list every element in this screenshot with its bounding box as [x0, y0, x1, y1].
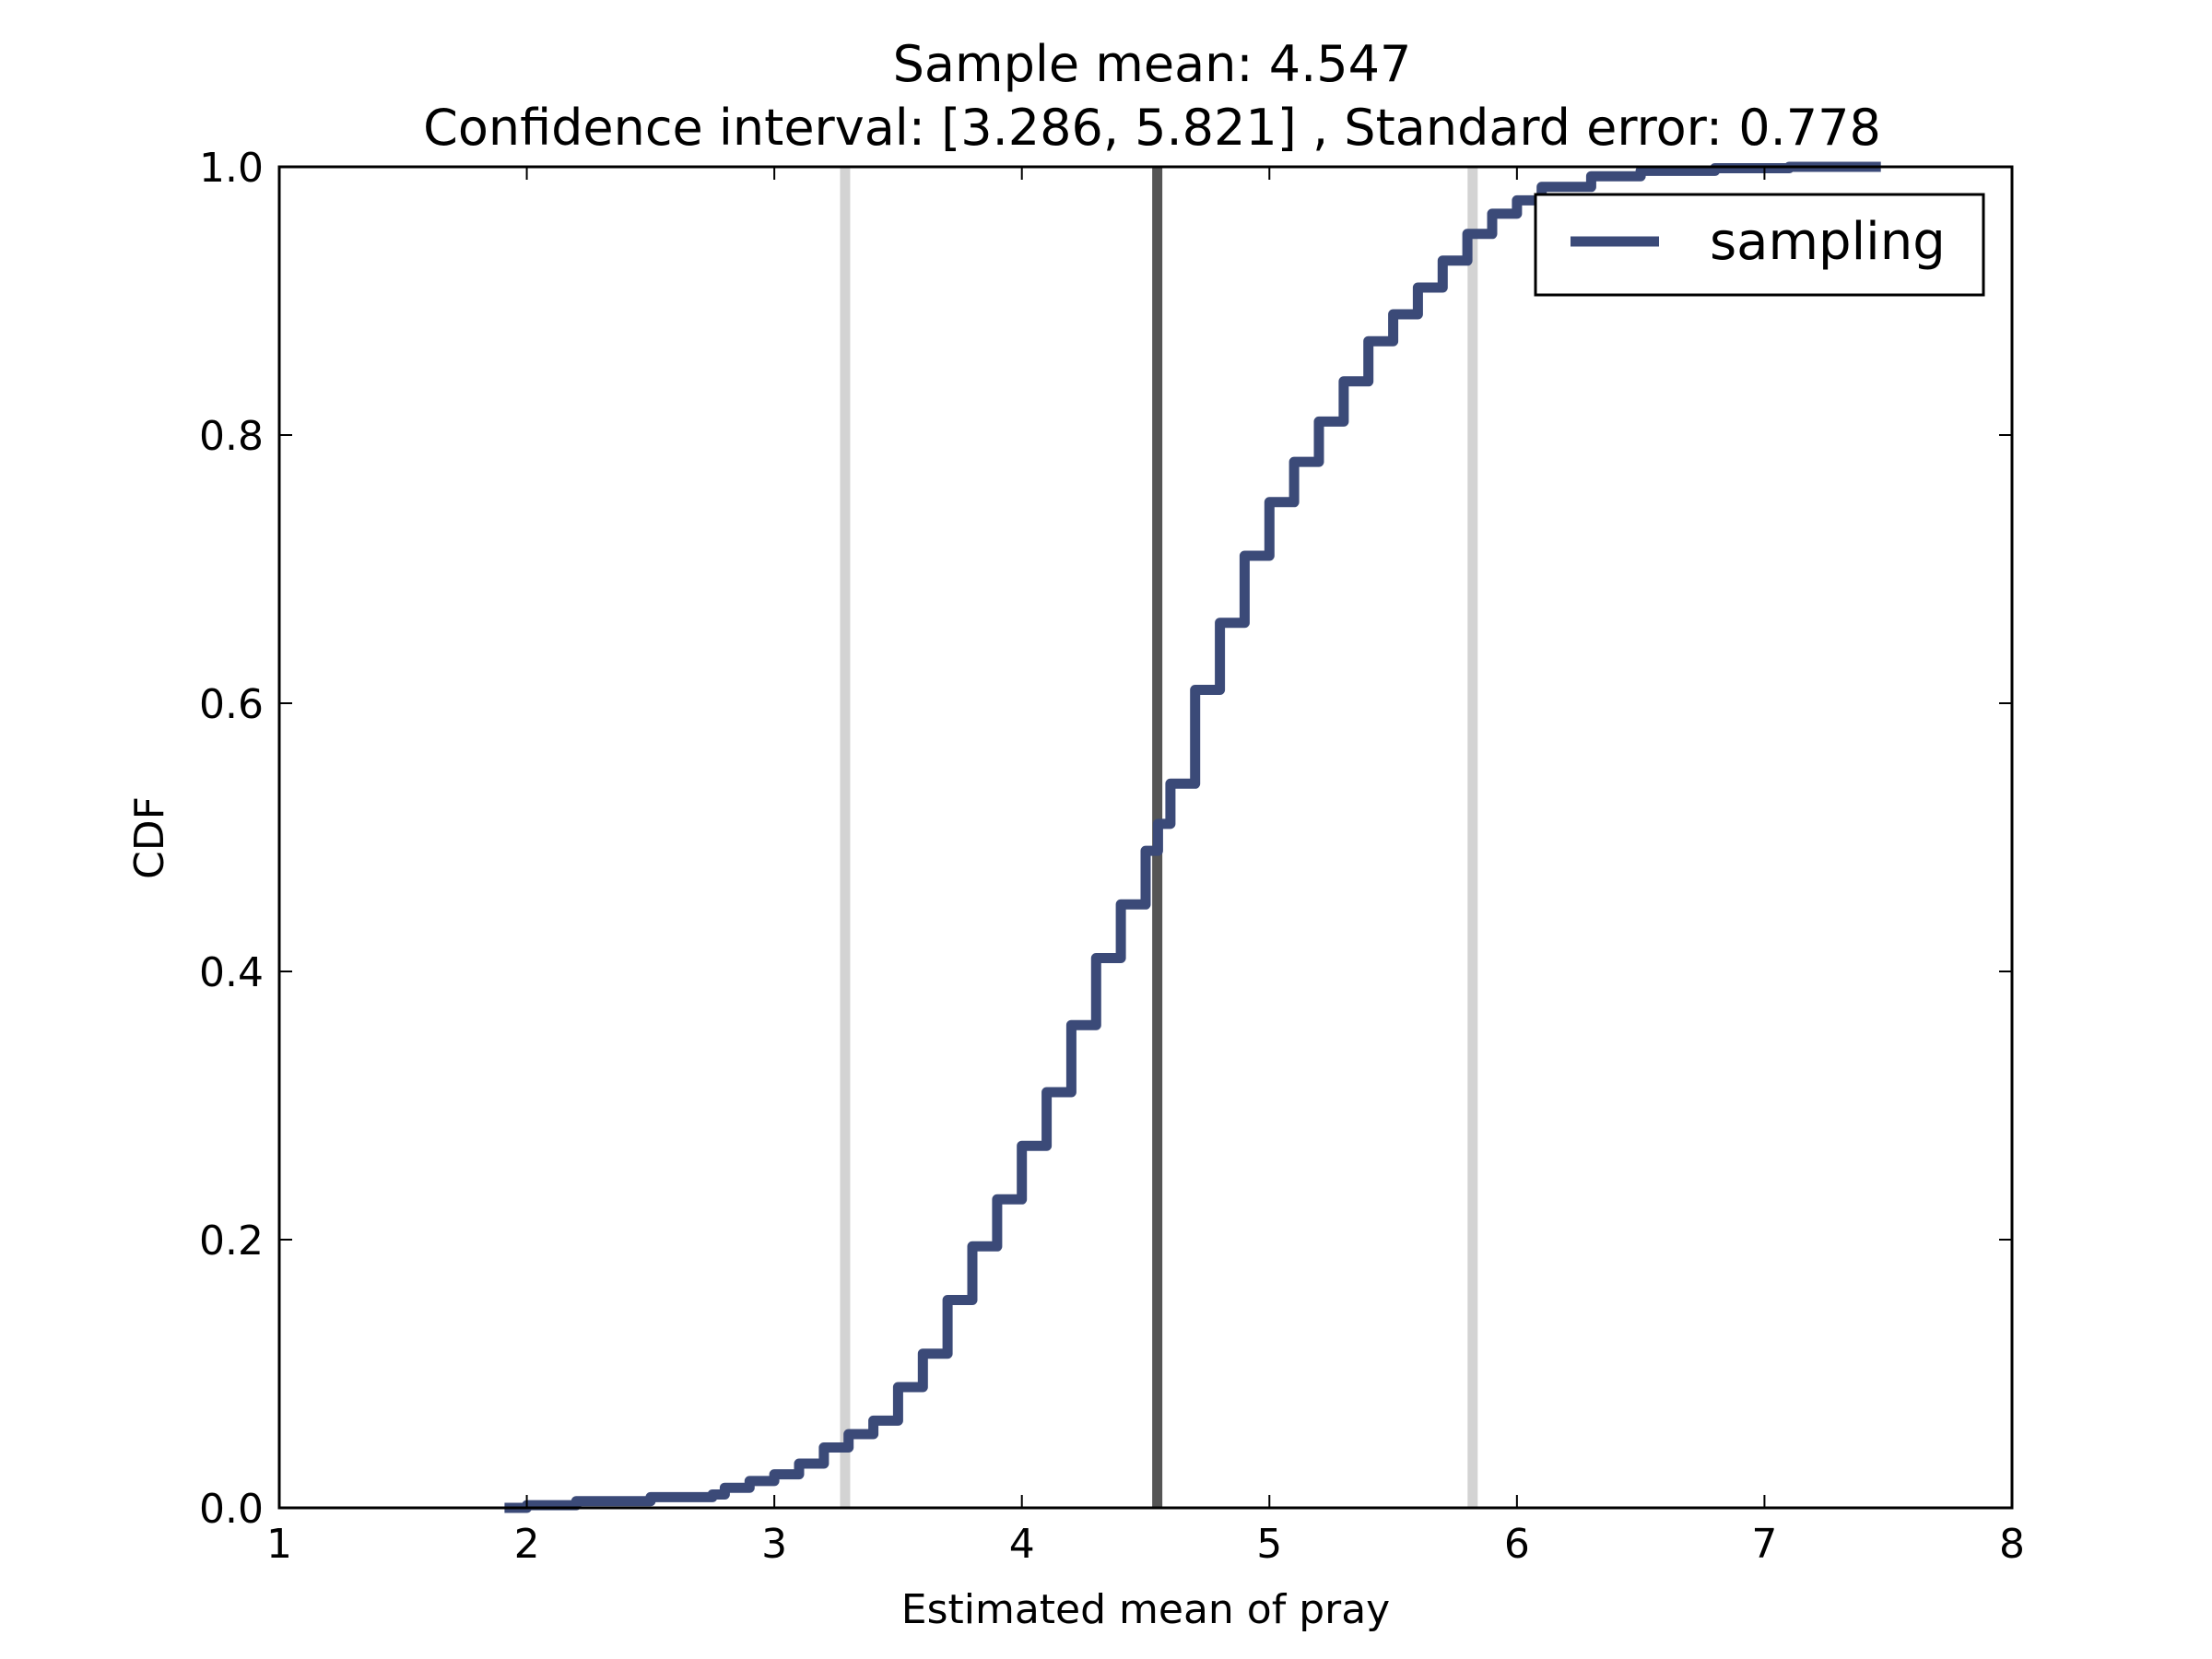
- y-tick-label: 0.0: [199, 1486, 264, 1533]
- y-tick-label: 0.4: [199, 949, 264, 996]
- y-tick-label: 1.0: [199, 145, 264, 192]
- plot-frame: [277, 165, 2014, 1510]
- x-axis-label: Estimated mean of pray: [901, 1586, 1390, 1633]
- legend-label-sampling: sampling: [1710, 212, 1946, 272]
- x-tick-label: 4: [1009, 1521, 1035, 1568]
- x-tick-label: 7: [1751, 1521, 1777, 1568]
- axis-ticks: [278, 166, 2013, 1509]
- chart-title-line2: Confidence interval: [3.286, 5.821] , St…: [423, 99, 1881, 157]
- legend: sampling: [1534, 193, 1985, 297]
- y-tick-label: 0.6: [199, 681, 264, 728]
- y-tick-label: 0.8: [199, 413, 264, 460]
- x-tick-label: 6: [1504, 1521, 1530, 1568]
- series-layer: [504, 161, 1881, 1513]
- axis-tick-labels: 1 2 3 4 5 6 7 8 0.0 0.2 0.4 0.6 0.8 1.0: [199, 145, 2025, 1568]
- x-tick-label: 5: [1256, 1521, 1282, 1568]
- y-tick-label: 0.2: [199, 1218, 264, 1265]
- x-tick-label: 2: [514, 1521, 540, 1568]
- series-line-sampling: [504, 161, 1881, 1513]
- x-tick-label: 3: [761, 1521, 787, 1568]
- y-axis-label: CDF: [126, 796, 173, 879]
- x-tick-label: 8: [1999, 1521, 2025, 1568]
- x-tick-label: 1: [266, 1521, 292, 1568]
- chart-title-line1: Sample mean: 4.547: [893, 35, 1412, 93]
